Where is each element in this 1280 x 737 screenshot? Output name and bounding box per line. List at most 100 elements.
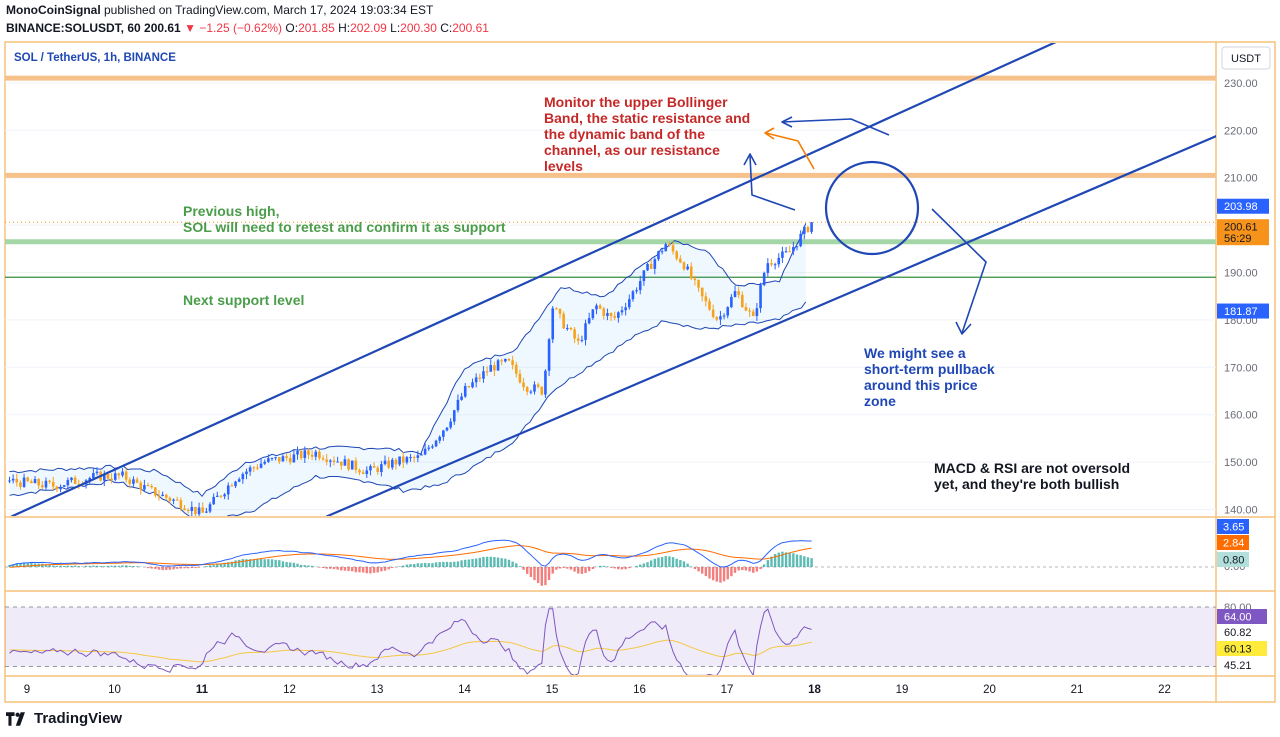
candle[interactable] [332,456,336,466]
candle[interactable] [398,456,401,467]
candle[interactable] [380,460,383,477]
candle[interactable] [314,449,318,461]
channel-upper-line[interactable] [10,17,1112,517]
candle[interactable] [216,491,219,497]
candle[interactable] [168,496,172,504]
main-price-pane[interactable] [5,17,1252,525]
candle[interactable] [51,476,55,490]
candle[interactable] [741,291,744,308]
candle[interactable] [26,476,30,483]
candle[interactable] [41,481,44,490]
resistance-note[interactable]: channel, as our resistance [544,142,720,158]
candle[interactable] [412,455,416,463]
candle[interactable] [44,477,48,490]
candle[interactable] [219,495,223,499]
candle[interactable] [226,482,230,500]
resistance-note[interactable]: Monitor the upper Bollinger [544,94,728,110]
candle[interactable] [485,366,489,376]
candle[interactable] [730,293,733,309]
candle[interactable] [726,306,730,319]
candle[interactable] [555,307,558,310]
author-name[interactable]: MonoCoinSignal [6,3,101,17]
candle[interactable] [48,479,51,484]
candle[interactable] [682,261,686,271]
candle[interactable] [467,385,471,388]
pullback-zone-circle[interactable] [824,160,920,256]
candle[interactable] [394,458,398,470]
candle[interactable] [95,467,99,476]
candle[interactable] [161,491,164,497]
candle[interactable] [693,275,697,286]
candle[interactable] [347,458,350,472]
candle[interactable] [179,497,183,512]
rsi-badge[interactable] [1217,609,1267,624]
candle[interactable] [573,326,576,344]
candle[interactable] [11,474,15,484]
candle[interactable] [281,454,285,462]
candle[interactable] [190,501,194,516]
candle[interactable] [358,468,361,476]
candle[interactable] [642,270,646,286]
candle[interactable] [755,303,759,321]
candle[interactable] [391,457,394,470]
candle[interactable] [445,427,449,432]
candle[interactable] [671,241,675,255]
candle[interactable] [245,468,248,480]
candle[interactable] [668,241,671,247]
candle[interactable] [617,311,620,323]
candle[interactable] [172,498,175,505]
candle[interactable] [361,469,365,475]
candle[interactable] [405,455,409,465]
candle[interactable] [186,508,190,514]
previous-high-note[interactable]: Previous high, [183,203,279,219]
candle[interactable] [423,443,427,456]
candle[interactable] [8,476,11,484]
candle[interactable] [566,324,569,331]
candle[interactable] [376,465,380,475]
candle[interactable] [212,493,215,506]
candle[interactable] [310,450,314,460]
candle[interactable] [792,241,795,256]
candle[interactable] [442,429,445,441]
tradingview-footer[interactable]: TradingView [6,710,122,727]
candle[interactable] [132,476,135,487]
symbol-name[interactable]: BINANCE:SOLUSDT, 60 [6,21,141,35]
candle[interactable] [474,373,478,388]
candle[interactable] [456,394,460,413]
candle[interactable] [431,444,434,449]
resistance-note[interactable]: levels [544,158,583,174]
candle[interactable] [256,464,259,471]
resistance-note[interactable]: the dynamic band of the [544,126,705,142]
candle[interactable] [307,448,310,460]
candle[interactable] [146,482,150,487]
candle[interactable] [551,306,555,344]
candle[interactable] [806,225,810,233]
currency-box[interactable] [1221,46,1271,70]
candle[interactable] [401,451,405,469]
candle[interactable] [230,483,234,487]
candle[interactable] [277,457,281,465]
candle[interactable] [679,255,682,264]
candle[interactable] [558,308,562,319]
candle[interactable] [700,287,704,302]
macd-rsi-note[interactable]: yet, and they're both bullish [934,476,1119,492]
candle[interactable] [350,460,354,470]
candle[interactable] [514,361,518,378]
candle[interactable] [460,392,463,401]
candle[interactable] [113,469,117,482]
candle[interactable] [463,383,467,398]
candle[interactable] [664,242,668,252]
candle[interactable] [602,306,606,320]
candle[interactable] [733,285,737,298]
candle[interactable] [354,457,358,474]
candle[interactable] [704,292,708,307]
candle[interactable] [77,479,81,489]
candle[interactable] [719,311,722,325]
candle[interactable] [416,450,420,463]
arrow-to-note-lower[interactable] [749,155,796,211]
candle[interactable] [500,358,503,366]
candle[interactable] [544,369,547,398]
pullback-note[interactable]: around this price [864,377,978,393]
candle[interactable] [164,493,168,501]
